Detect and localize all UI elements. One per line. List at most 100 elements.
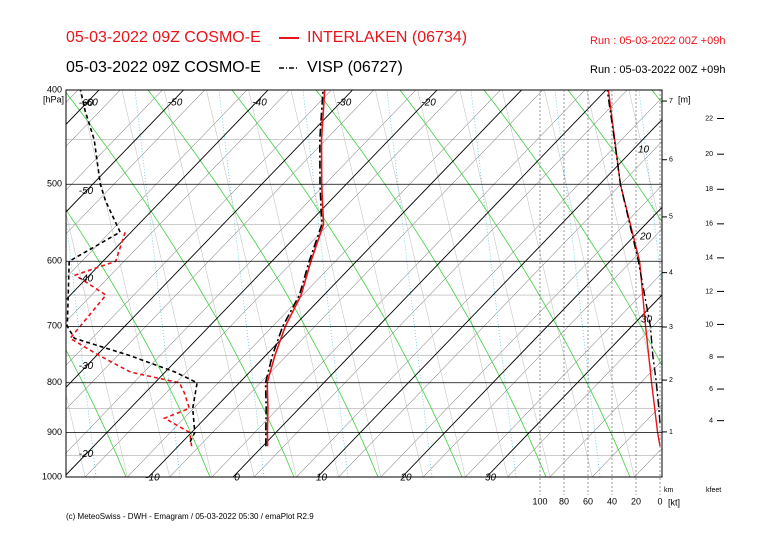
moist-adiabat [231, 90, 463, 477]
isotherm-line [66, 90, 290, 322]
km-tick-label: 1 [669, 429, 673, 436]
wind-tick-label: 60 [583, 496, 593, 506]
isotherm-tick-line [66, 90, 438, 476]
mixing-ratio [134, 90, 181, 477]
dry-adiabat [290, 90, 382, 477]
profile-line [266, 90, 326, 447]
dry-adiabat [501, 90, 593, 477]
dry-adiabat [544, 90, 635, 477]
dry-adiabat [163, 90, 255, 477]
plot-frame [65, 89, 663, 478]
legend-entry: INTERLAKEN (06734) [307, 29, 467, 46]
isotherm-line [66, 90, 248, 279]
km-tick-label: 5 [669, 214, 673, 221]
isotherm-line [0, 90, 36, 477]
profiles [66, 90, 661, 447]
dry-adiabat [375, 90, 466, 477]
isotherm-line [338, 141, 662, 477]
isotherm-line [380, 185, 662, 477]
isotherm-line [66, 90, 374, 410]
isotherm-line [634, 447, 662, 477]
isotherm-tick-line [486, 294, 662, 477]
isotherm-tick-line [232, 90, 607, 477]
background-grid [0, 90, 766, 477]
wind-tick-label: 80 [559, 496, 569, 506]
y-tick-label: 900 [47, 427, 62, 437]
mixing-ratio [470, 90, 517, 477]
isotherm-line [66, 90, 121, 147]
dry-adiabat [206, 90, 297, 477]
isotherm-label: -30 [337, 98, 352, 109]
isotherm-tick-line [66, 90, 269, 301]
profile-line [68, 231, 193, 447]
annotation: 20 [639, 232, 652, 243]
y-tick-label: 700 [47, 321, 62, 331]
km-label: km [664, 487, 674, 494]
isotherm-line [549, 360, 662, 477]
moist-adiabat [567, 90, 662, 223]
isotherm-label: -50 [79, 186, 94, 197]
kfeet-tick-label: 14 [705, 255, 713, 262]
km-tick-label: 3 [669, 324, 673, 331]
kfeet-tick-label: 12 [705, 288, 713, 295]
dry-adiabat [332, 90, 424, 477]
isotherm-label: 20 [399, 473, 412, 484]
dry-adiabat [756, 90, 766, 477]
moist-adiabat [483, 90, 662, 367]
dry-adiabat [586, 90, 662, 416]
legend-entry: VISP (06727) [307, 59, 403, 76]
mixing-ratio [554, 90, 601, 477]
kfeet-tick-label: 22 [705, 115, 713, 122]
annotation: 30 [641, 315, 653, 326]
run-label: Run : 05-03-2022 00Z +09h [590, 35, 725, 47]
kfeet-tick-label: 20 [705, 151, 713, 158]
moist-adiabat [66, 349, 127, 477]
tick-grid [66, 90, 662, 477]
isotherm-label: -50 [168, 98, 183, 109]
isotherm-line [169, 90, 543, 477]
mixing-ratio [302, 90, 349, 477]
y-tick-label: 1000 [42, 471, 62, 481]
dry-adiabat [79, 90, 170, 477]
y-axis-label: [hPa] [43, 94, 64, 104]
kfeet-tick-label: 6 [709, 386, 713, 393]
isotherm-line [677, 90, 766, 477]
kfeet-tick-label: 16 [705, 221, 713, 228]
mixing-ratio [218, 90, 265, 477]
isotherm-line [66, 90, 417, 454]
isotherm-line [66, 90, 332, 366]
dry-adiabat [0, 90, 43, 477]
kfeet-label: kfeet [706, 487, 721, 494]
model-label: 05-03-2022 09Z COSMO-E [66, 59, 261, 76]
wind-tick-label: 100 [532, 496, 547, 506]
isotherm-line [66, 90, 163, 191]
isotherm-label: -60 [83, 98, 98, 109]
mixing-ratio [386, 90, 433, 477]
isotherm-line [719, 90, 766, 477]
isotherm-line [296, 97, 662, 477]
isotherm-tick-line [148, 90, 522, 477]
moist-adiabat [0, 90, 42, 477]
isotherm-label: -40 [252, 98, 267, 109]
height-label: [m] [678, 94, 691, 104]
wind-tick-label: 40 [607, 496, 617, 506]
dry-adiabat [628, 90, 662, 234]
isotherm-label: -60 [79, 98, 94, 109]
isotherm-label: -40 [79, 274, 94, 285]
moist-adiabat [66, 91, 295, 477]
footer: (c) MeteoSwiss - DWH - Emagram / 05-03-2… [66, 512, 314, 521]
isotherm-line [84, 90, 459, 477]
isotherm-line [761, 90, 766, 477]
moist-adiabat [66, 208, 211, 477]
isotherm-line [127, 90, 501, 477]
moist-adiabat [315, 90, 547, 477]
dry-adiabat [66, 393, 86, 477]
model-label: 05-03-2022 09Z COSMO-E [66, 29, 261, 46]
isotherm-label: -10 [145, 473, 160, 484]
mixing-ratio [0, 90, 12, 477]
isotherm-label: 30 [485, 473, 497, 484]
dry-adiabat [671, 90, 761, 477]
wind-tick-label: 20 [631, 496, 641, 506]
isotherm-tick-line [401, 206, 662, 477]
